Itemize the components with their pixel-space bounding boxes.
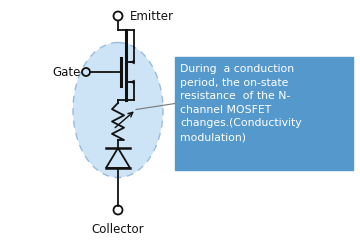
- Text: Emitter: Emitter: [130, 10, 174, 22]
- FancyBboxPatch shape: [175, 57, 353, 170]
- Text: During  a conduction
period, the on-state
resistance  of the N-
channel MOSFET
c: During a conduction period, the on-state…: [180, 64, 302, 142]
- Text: Collector: Collector: [92, 223, 144, 236]
- Ellipse shape: [73, 42, 163, 177]
- Text: Gate: Gate: [53, 66, 81, 78]
